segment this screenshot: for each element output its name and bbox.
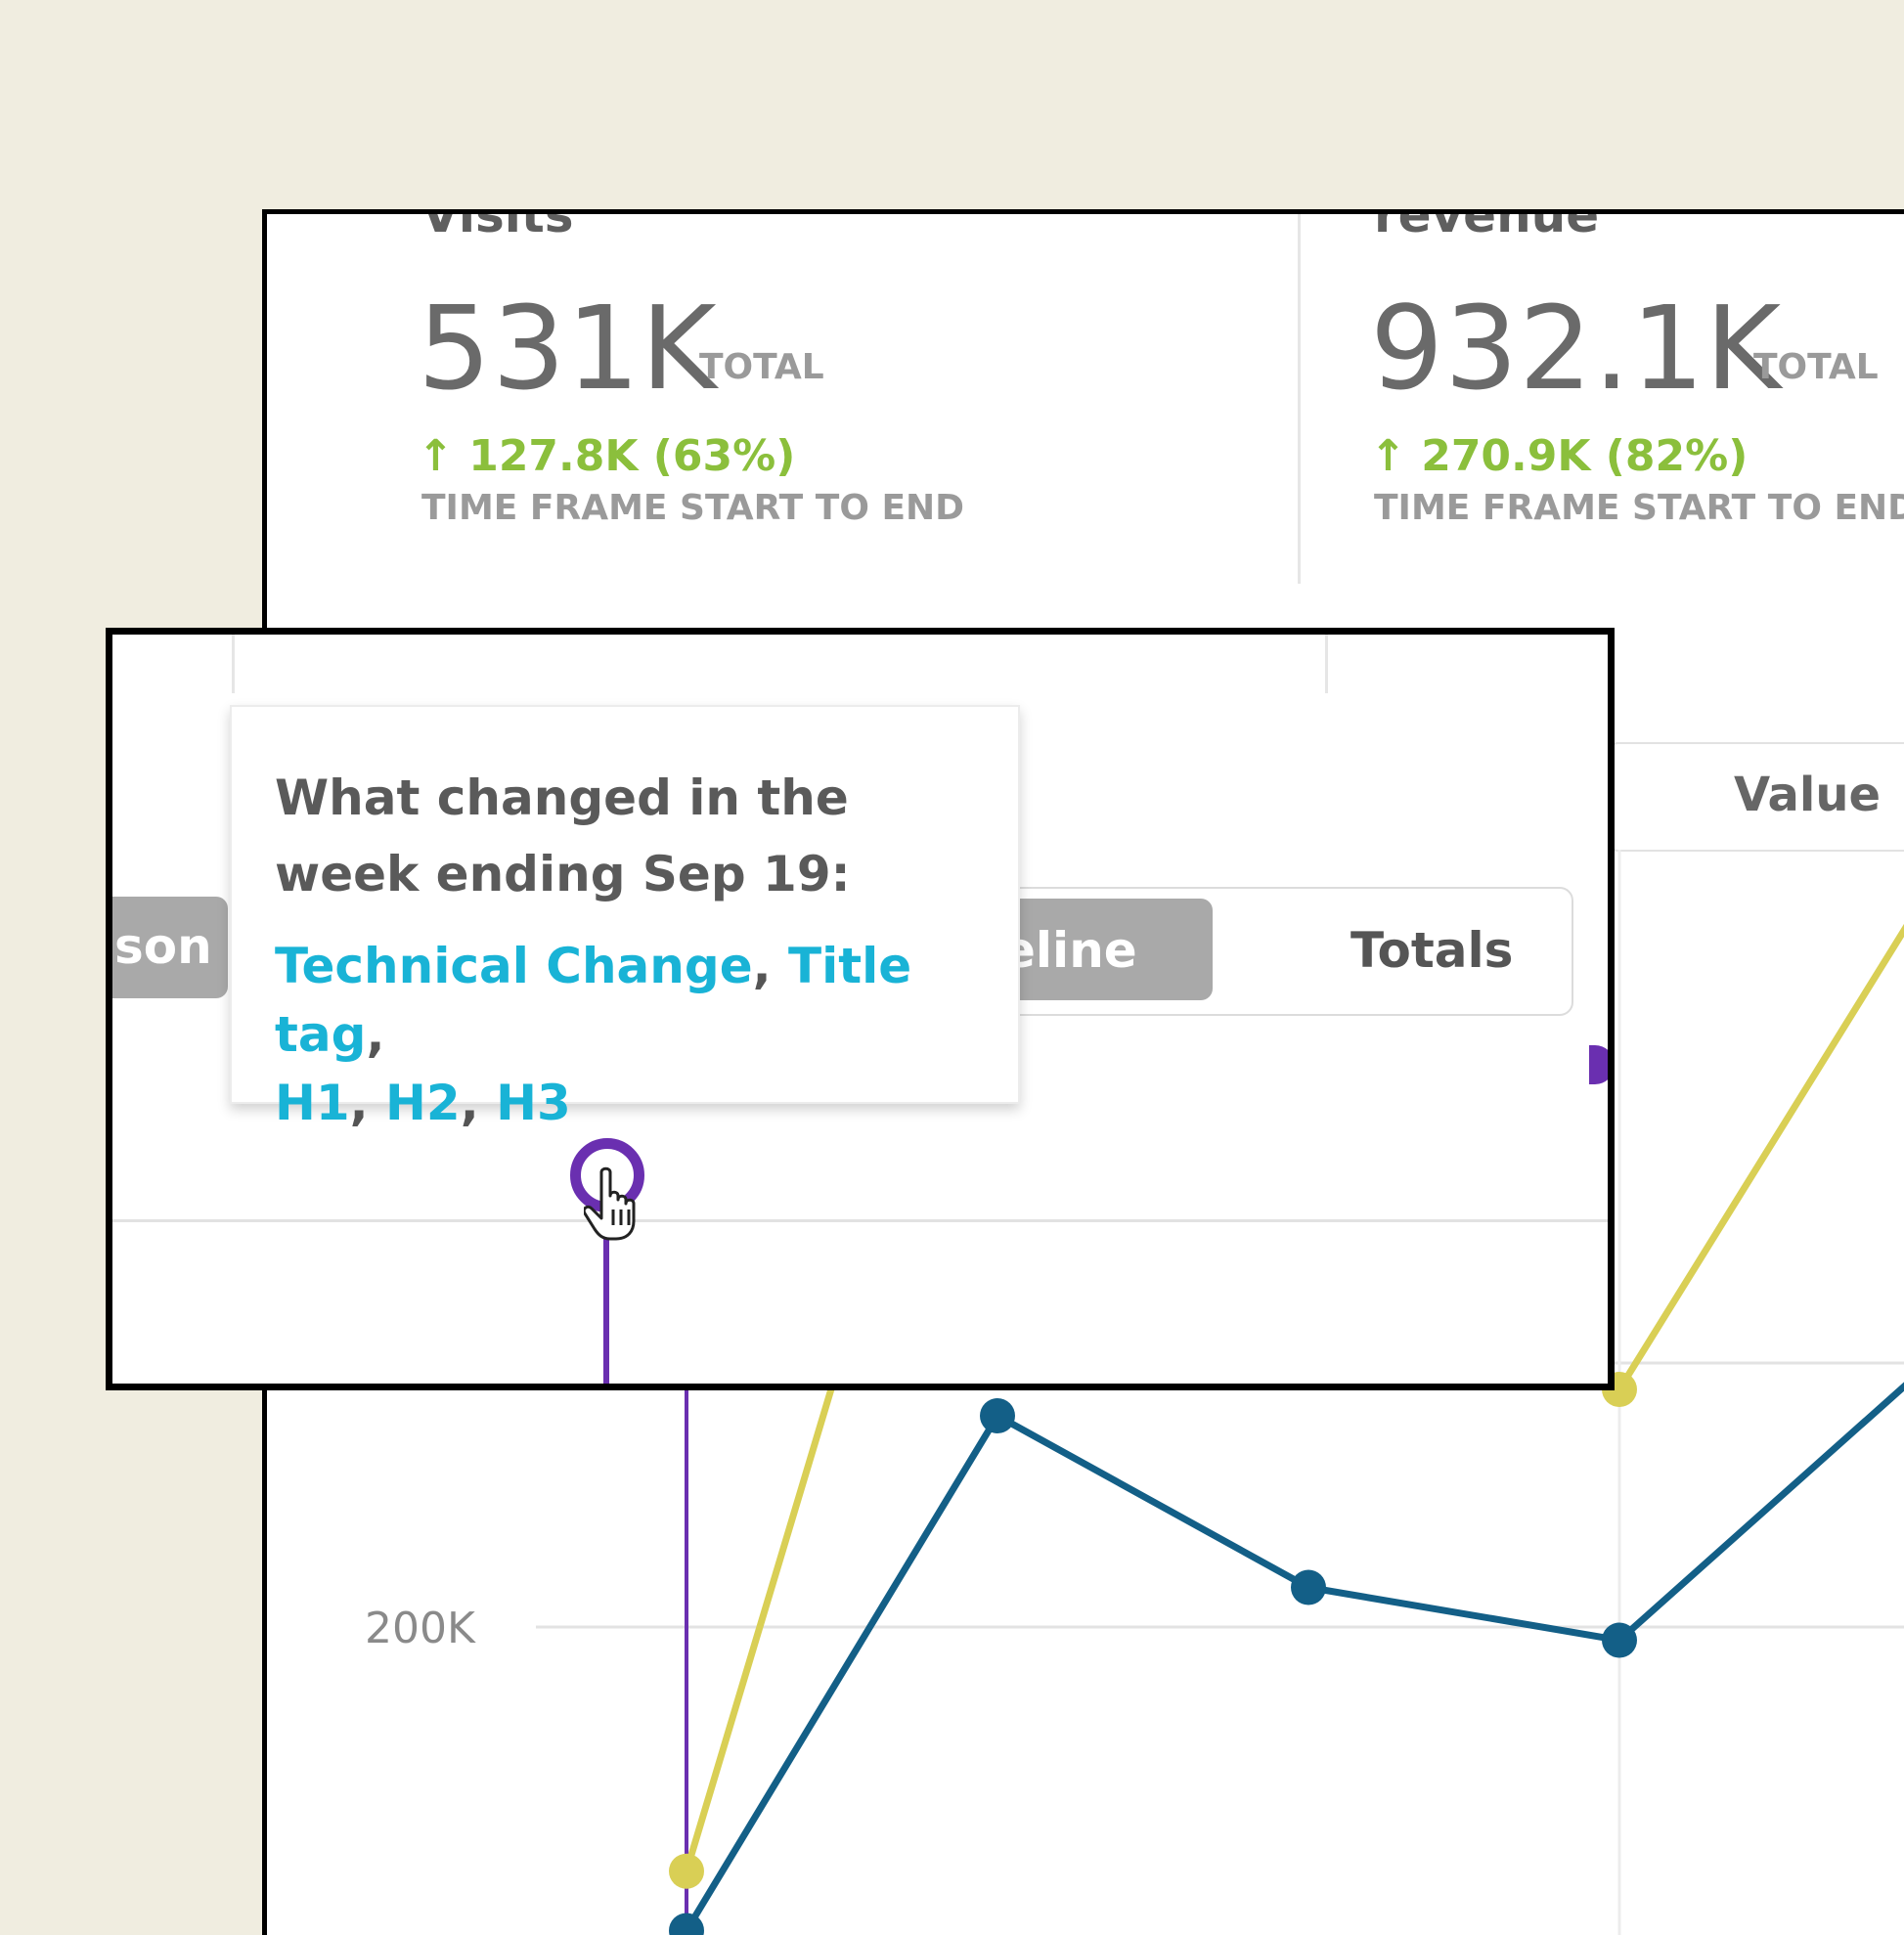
data-point [1602,1623,1637,1658]
data-point [1291,1570,1326,1605]
view-mode-toggle: eline Totals [983,887,1573,1016]
segment-comparison[interactable]: son [112,897,228,998]
gridline [112,1219,1615,1222]
zoom-callout-panel: son eline Totals What changed in the wee… [106,628,1615,1390]
panel-divider [232,635,235,693]
data-point [980,1398,1015,1433]
panel-divider [1325,635,1328,693]
annotation-dot[interactable] [1589,1045,1615,1084]
link-h1[interactable]: H1 [275,1075,350,1131]
series-line [686,1363,1904,1931]
segment-totals[interactable]: Totals [1351,922,1513,979]
tooltip-title: What changed in the week ending Sep 19: [275,760,979,912]
y-tick-label: 200K [365,1604,476,1653]
link-h2[interactable]: H2 [385,1075,461,1131]
link-technical-change[interactable]: Technical Change [275,938,753,994]
link-h3[interactable]: H3 [496,1075,571,1131]
tooltip-links: Technical Change, Title tag, H1, H2, H3 [275,932,979,1137]
hand-pointer-icon [584,1165,652,1243]
data-point [669,1854,704,1889]
annotation-tooltip: What changed in the week ending Sep 19: … [230,705,1020,1104]
